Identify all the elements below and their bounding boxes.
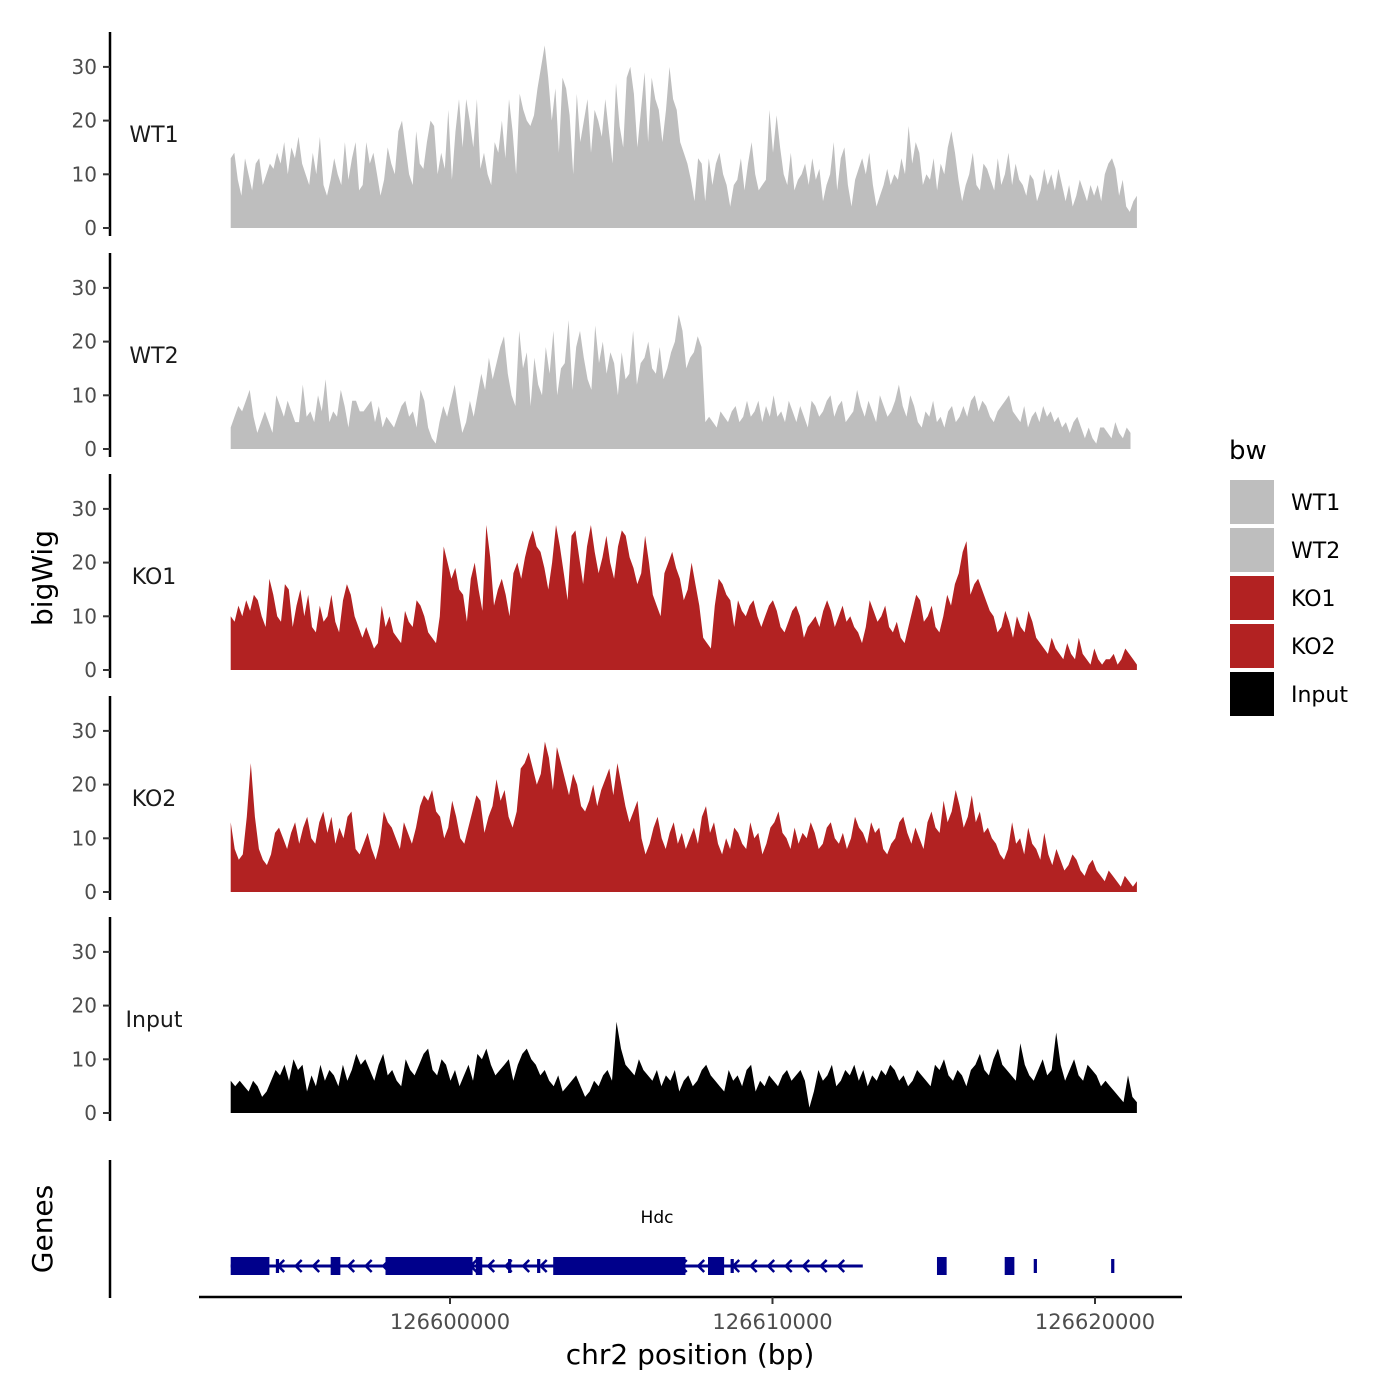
y-tick-label: 20: [72, 994, 97, 1018]
y-tick-label: 30: [72, 940, 97, 964]
strand-arrow: [521, 1259, 531, 1273]
y-tick-label: 0: [84, 1101, 97, 1125]
y-tick-label: 20: [72, 773, 97, 797]
strand-arrow: [748, 1259, 758, 1273]
strand-arrow: [696, 1259, 706, 1273]
y-tick-label: 0: [84, 658, 97, 682]
strand-arrow: [346, 1259, 356, 1273]
track-label-ko2: KO2: [132, 787, 177, 812]
exon: [1004, 1257, 1015, 1275]
exon: [385, 1257, 473, 1275]
strand-arrow: [818, 1259, 828, 1273]
coverage-area-input: [230, 1021, 1137, 1113]
exon: [330, 1257, 341, 1275]
y-tick-label: 30: [72, 719, 97, 743]
x-axis: 126600000 126610000 126620000: [199, 1295, 1182, 1334]
exon: [508, 1259, 512, 1273]
track-ko2: 0 10 20 30 KO2: [72, 696, 1137, 904]
coverage-panels: 0 10 20 30 WT1 0 10 20 30 WT2 0 10 20 30 KO1 0 10 20 30 KO2…: [72, 32, 1137, 1125]
exon: [475, 1257, 483, 1275]
exon: [537, 1259, 541, 1273]
track-wt2: 0 10 20 30 WT2: [72, 253, 1131, 461]
legend-label-wt1: WT1: [1291, 491, 1340, 516]
legend-swatch-input: [1230, 672, 1274, 716]
strand-arrow: [801, 1259, 811, 1273]
strand-arrow: [538, 1259, 548, 1273]
y-axis-label-bigwig: bigWig: [26, 530, 59, 626]
y-tick-label: 30: [72, 55, 97, 79]
track-label-wt1: WT1: [129, 123, 178, 148]
legend-label-ko1: KO1: [1291, 587, 1336, 612]
coverage-area-wt2: [230, 314, 1131, 449]
y-tick-label: 20: [72, 551, 97, 575]
x-tick-label: 126610000: [712, 1310, 832, 1334]
track-label-wt2: WT2: [129, 344, 178, 369]
x-tick-label: 126620000: [1035, 1310, 1155, 1334]
exon: [730, 1259, 734, 1273]
legend-title: bw: [1229, 436, 1267, 466]
exon: [708, 1257, 725, 1275]
x-axis-label: chr2 position (bp): [566, 1338, 815, 1371]
legend-swatch-wt2: [1230, 528, 1274, 572]
track-label-input: Input: [126, 1008, 183, 1033]
exon: [1033, 1259, 1037, 1273]
y-tick-label: 20: [72, 330, 97, 354]
legend-swatch-ko2: [1230, 624, 1274, 668]
track-input: 0 10 20 30 Input: [72, 917, 1137, 1125]
y-tick-label: 30: [72, 497, 97, 521]
track-label-ko1: KO1: [132, 565, 177, 590]
coverage-area-wt1: [230, 45, 1137, 229]
exon: [553, 1257, 686, 1275]
y-tick-label: 10: [72, 383, 97, 407]
y-tick-label: 10: [72, 162, 97, 186]
legend-swatch-ko1: [1230, 576, 1274, 620]
exon: [230, 1257, 270, 1275]
y-tick-label: 10: [72, 1047, 97, 1071]
strand-arrow: [486, 1259, 496, 1273]
y-tick-label: 0: [84, 216, 97, 240]
track-ko1: 0 10 20 30 KO1: [72, 474, 1137, 682]
legend: bw WT1 WT2 KO1 KO2 Input: [1229, 436, 1348, 716]
strand-arrow: [293, 1259, 303, 1273]
coverage-area-ko1: [230, 525, 1137, 670]
strand-arrow: [836, 1259, 846, 1273]
legend-label-ko2: KO2: [1291, 635, 1336, 660]
strand-arrow: [363, 1259, 373, 1273]
strand-arrow: [311, 1259, 321, 1273]
y-tick-label: 10: [72, 826, 97, 850]
strand-arrow: [766, 1259, 776, 1273]
legend-swatch-wt1: [1230, 480, 1274, 524]
exon: [936, 1257, 947, 1275]
coverage-area-ko2: [230, 741, 1137, 892]
exon: [275, 1259, 280, 1273]
y-tick-label: 0: [84, 880, 97, 904]
gene-track-panel: Hdc: [108, 1160, 1115, 1298]
legend-label-wt2: WT2: [1291, 539, 1340, 564]
legend-label-input: Input: [1291, 683, 1348, 708]
exon: [1111, 1259, 1115, 1273]
y-tick-label: 10: [72, 604, 97, 628]
y-axis-label-genes: Genes: [26, 1185, 59, 1273]
gene-name-label: Hdc: [641, 1208, 674, 1228]
y-tick-label: 20: [72, 109, 97, 133]
strand-arrow: [783, 1259, 793, 1273]
x-tick-label: 126600000: [390, 1310, 510, 1334]
y-tick-label: 0: [84, 437, 97, 461]
y-tick-label: 30: [72, 276, 97, 300]
track-wt1: 0 10 20 30 WT1: [72, 32, 1137, 240]
